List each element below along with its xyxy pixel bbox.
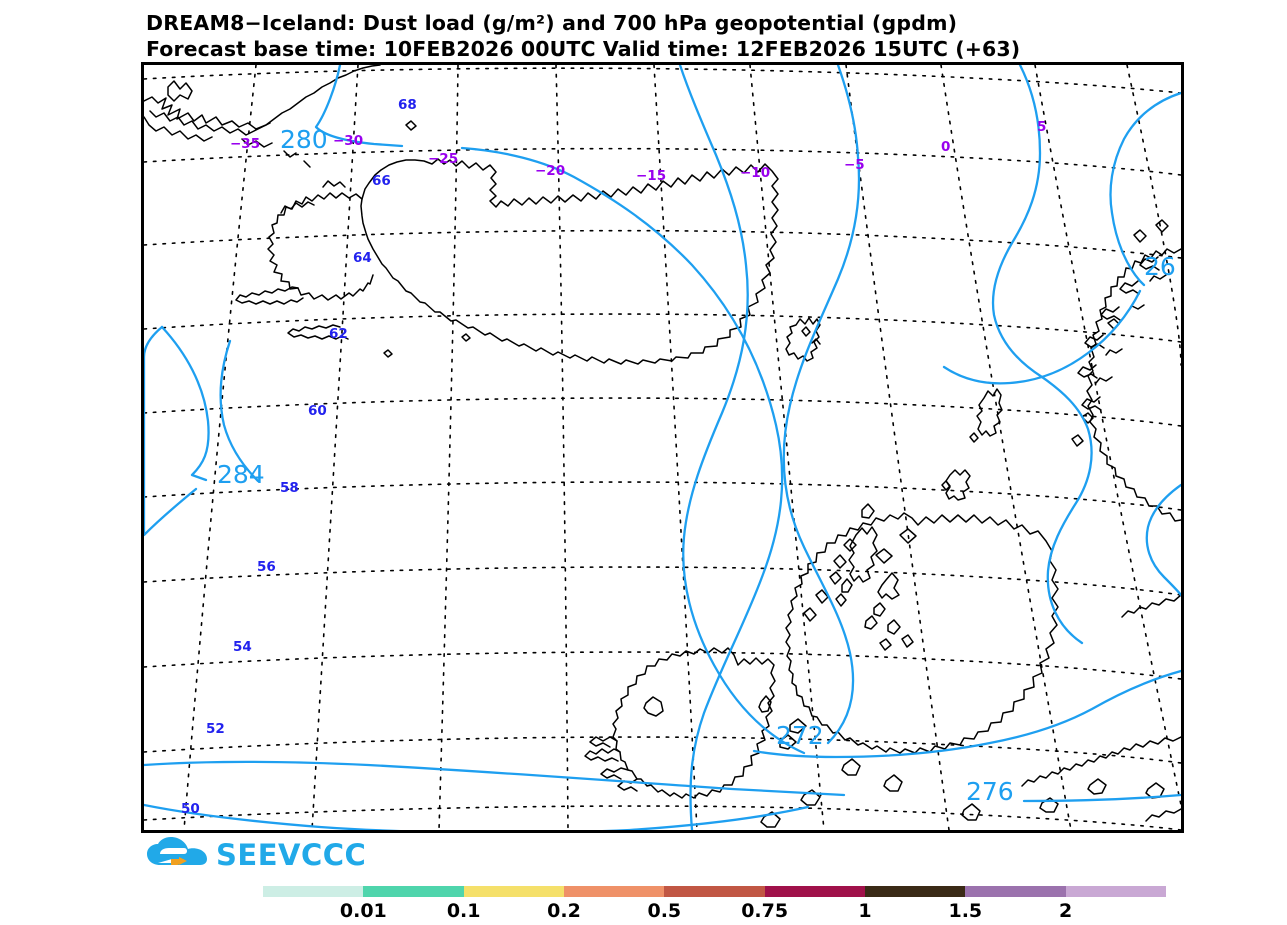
- coastlines: [144, 65, 1181, 828]
- map-canvas: 68 66 64 62 60 58 56 54 52 50 −35 −30 −2…: [144, 65, 1181, 830]
- lat-label: 64: [353, 250, 372, 266]
- lat-label: 66: [372, 173, 391, 189]
- lat-label: 54: [233, 639, 252, 655]
- contour-norway: [991, 65, 1093, 645]
- logo-text: SEEVCCC: [216, 837, 367, 872]
- colorbar-tick-label: 0.2: [547, 900, 581, 922]
- coastline-iceland: [360, 158, 779, 365]
- map-panel[interactable]: 68 66 64 62 60 58 56 54 52 50 −35 −30 −2…: [141, 62, 1184, 833]
- lat-label: 58: [280, 480, 299, 496]
- contour-272: [752, 669, 1181, 759]
- contour-right-mid: [1145, 483, 1181, 597]
- lon-label: −30: [333, 133, 363, 149]
- colorbar-strip[interactable]: [263, 886, 1166, 897]
- colorbar-tick-label: 2: [1059, 900, 1073, 922]
- colorbar-segment-8: [1065, 886, 1166, 897]
- lon-label: −15: [636, 168, 666, 184]
- lon-label: −25: [428, 151, 458, 167]
- colorbar-segment-5: [764, 886, 865, 897]
- colorbar-tick-label: 0.75: [741, 900, 789, 922]
- coastline-orkney: [945, 469, 971, 501]
- lon-label: −20: [535, 163, 565, 179]
- latitude-labels: 68 66 64 62 60 58 56 54 52 50: [181, 97, 417, 817]
- coastline-norway: [1086, 248, 1181, 522]
- lat-label: 60: [308, 403, 327, 419]
- seevccc-logo: SEEVCCC: [146, 836, 366, 874]
- contour-label-26x: 26: [1144, 252, 1176, 281]
- contour-26x: [942, 289, 1142, 385]
- coastline-ireland: [612, 647, 776, 799]
- contour-label-276: 276: [966, 777, 1014, 806]
- graticule-meridians: [183, 65, 1181, 830]
- contour-labels: 280 284 272 276 26: [217, 125, 1176, 806]
- title-line-2: Forecast base time: 10FEB2026 00UTC Vali…: [146, 37, 1021, 61]
- coastline-hebrides: [848, 526, 878, 583]
- chart-title-block: DREAM8−Iceland: Dust load (g/m²) and 700…: [146, 10, 1276, 62]
- contour-280: [314, 65, 784, 830]
- lon-label: 5: [1037, 119, 1046, 135]
- colorbar-tick-label: 1: [858, 900, 872, 922]
- lat-label: 62: [329, 326, 348, 342]
- coastline-great-britain: [785, 512, 1059, 754]
- lat-label: 56: [257, 559, 276, 575]
- contour-label-280: 280: [280, 125, 328, 154]
- lat-label: 50: [181, 801, 200, 817]
- colorbar-segment-7: [965, 886, 1066, 897]
- geopotential-contours: [144, 65, 1181, 830]
- contour-mid-2: [782, 65, 861, 745]
- contour-276: [144, 760, 1181, 803]
- contour-right-upper: [1109, 91, 1181, 287]
- colorbar-segment-4: [664, 886, 765, 897]
- colorbar-segment-3: [563, 886, 665, 897]
- contour-mid-1: [678, 65, 806, 755]
- coastline-shetland: [976, 388, 1003, 437]
- coastline-continent: [1121, 594, 1181, 618]
- lat-label: 52: [206, 721, 225, 737]
- colorbar-segment-0: [263, 886, 364, 897]
- coastline-greenland: [144, 65, 381, 130]
- contour-label-284: 284: [217, 460, 265, 489]
- colorbar-tick-label: 0.01: [339, 900, 387, 922]
- lon-label: 0: [941, 139, 950, 155]
- colorbar-tick-label: 0.1: [446, 900, 481, 922]
- graticule-parallels: [144, 67, 1181, 830]
- contour-label-272: 272: [776, 721, 824, 750]
- coastline-faroe: [785, 317, 821, 362]
- lon-label: −5: [844, 157, 865, 173]
- colorbar-segment-1: [363, 886, 464, 897]
- contour-284: [160, 325, 260, 483]
- longitude-labels: −35 −30 −25 −20 −15 −10 −5 0 5: [230, 119, 1046, 184]
- cloud-icon: [147, 837, 207, 865]
- colorbar-tick-label: 0.5: [647, 900, 682, 922]
- contour-bottom: [144, 803, 810, 830]
- colorbar-segment-2: [463, 886, 564, 897]
- lon-label: −10: [740, 165, 770, 181]
- colorbar-segment-6: [864, 886, 966, 897]
- lon-label: −35: [230, 136, 260, 152]
- colorbar[interactable]: 0.01 0.1 0.2 0.5 0.75 1 1.5 2: [263, 886, 1166, 924]
- colorbar-tick-label: 1.5: [948, 900, 983, 922]
- title-line-1: DREAM8−Iceland: Dust load (g/m²) and 700…: [146, 11, 958, 35]
- coastline-isle-of-man: [758, 695, 772, 713]
- colorbar-labels: 0.01 0.1 0.2 0.5 0.75 1 1.5 2: [263, 900, 1166, 924]
- lat-label: 68: [398, 97, 417, 113]
